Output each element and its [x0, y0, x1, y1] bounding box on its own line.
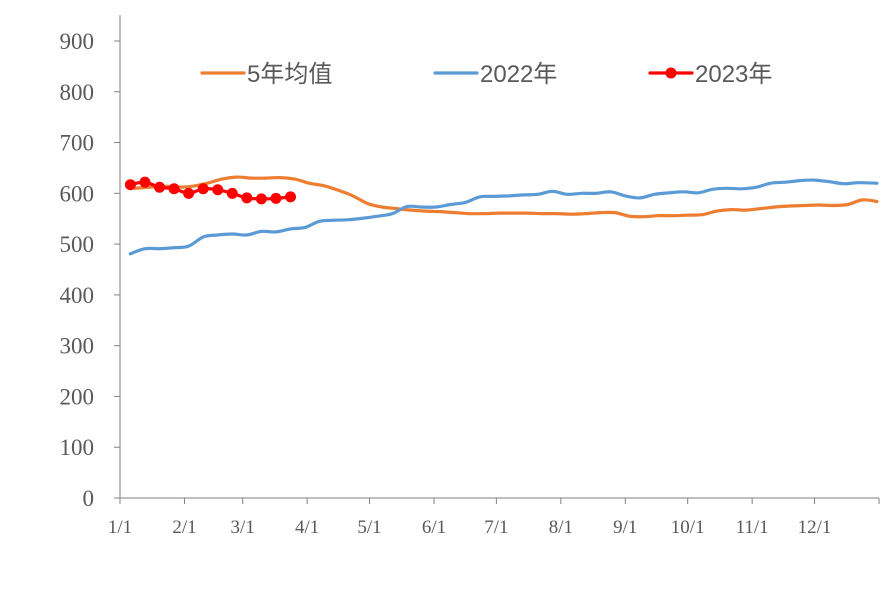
data-point: [270, 192, 282, 204]
x-tick-label: 8/1: [549, 517, 573, 538]
data-point: [154, 181, 166, 193]
series-2: [128, 178, 879, 256]
legend-item: 2023年: [648, 61, 772, 88]
data-point: [124, 179, 136, 191]
x-tick-label: 1/1: [108, 517, 132, 538]
x-tick-label: 9/1: [613, 517, 637, 538]
series-line: [128, 178, 879, 256]
legend-label: 2022年: [480, 61, 557, 88]
data-point: [197, 183, 209, 195]
series-lines: [124, 175, 879, 256]
y-tick-label: 900: [60, 29, 95, 54]
series-1: [133, 175, 879, 219]
y-tick-label: 400: [60, 283, 95, 308]
data-point: [168, 183, 180, 195]
data-point: [139, 176, 151, 188]
x-tick-label: 10/1: [671, 517, 705, 538]
data-point: [241, 192, 253, 204]
y-axis: 0 100 200 300 400 500 600 700 800 900: [60, 15, 121, 511]
x-tick-label: 2/1: [172, 517, 196, 538]
y-tick-label: 200: [60, 384, 95, 409]
x-tick-label: 7/1: [484, 517, 508, 538]
x-tick-label: 4/1: [295, 517, 319, 538]
data-point: [226, 187, 238, 199]
x-tick-label: 3/1: [231, 517, 255, 538]
y-tick-label: 700: [60, 131, 95, 156]
series-line: [128, 180, 293, 201]
y-tick-label: 600: [60, 181, 95, 206]
data-point: [255, 193, 267, 205]
legend-item: 5年均值: [200, 61, 332, 88]
data-point: [212, 184, 224, 196]
y-tick-label: 300: [60, 334, 95, 359]
x-tick-label: 6/1: [422, 517, 446, 538]
x-tick-label: 11/1: [736, 517, 769, 538]
data-point: [285, 191, 297, 203]
y-tick-label: 500: [60, 232, 95, 257]
y-tick-label: 800: [60, 80, 95, 105]
y-tick-label: 0: [83, 486, 95, 511]
series-line: [133, 175, 879, 219]
series-3: [124, 176, 297, 205]
y-tick-label: 100: [60, 435, 95, 460]
x-tick-label: 5/1: [357, 517, 381, 538]
legend-label: 5年均值: [247, 61, 332, 88]
legend-marker: [665, 67, 677, 79]
legend: 5年均值 2022年 2023年: [200, 61, 772, 88]
x-tick-label: 12/1: [798, 517, 832, 538]
legend-item: 2022年: [433, 61, 557, 88]
data-point: [183, 187, 195, 199]
legend-label: 2023年: [695, 61, 772, 88]
x-axis: 1/1 2/1 3/1 4/1 5/1 6/1 7/1 8/1 9/1 10/1 11/1 12/1: [108, 497, 880, 538]
